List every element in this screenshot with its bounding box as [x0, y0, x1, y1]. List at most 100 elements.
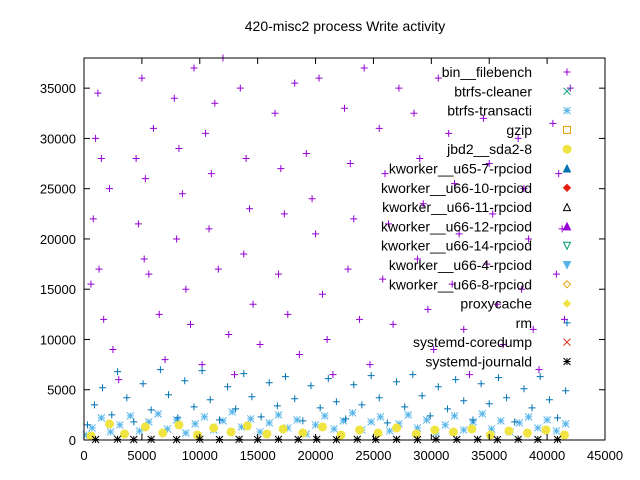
data-point — [430, 346, 438, 354]
data-point — [181, 377, 189, 385]
data-point — [424, 305, 432, 313]
data-point — [477, 380, 485, 388]
data-point — [367, 418, 375, 426]
data-point — [555, 170, 563, 178]
data-point — [246, 415, 255, 423]
legend-marker — [563, 338, 571, 347]
data-point — [140, 255, 148, 263]
x-tick-label: 30000 — [413, 448, 449, 463]
data-point — [373, 428, 383, 438]
data-point — [206, 396, 214, 404]
data-point — [95, 265, 103, 273]
data-point — [190, 403, 198, 411]
data-point — [138, 74, 146, 82]
data-point — [533, 435, 542, 444]
data-point — [298, 428, 308, 438]
data-point — [120, 429, 130, 439]
data-point — [514, 435, 523, 444]
data-point — [139, 380, 147, 388]
data-point — [248, 393, 256, 401]
x-tick-label: 10000 — [182, 448, 218, 463]
data-point — [514, 134, 522, 142]
x-tick-label: 25000 — [355, 448, 391, 463]
data-point — [459, 426, 468, 434]
legend-marker — [562, 221, 572, 231]
data-point — [485, 160, 493, 168]
data-point — [367, 372, 375, 380]
data-point — [426, 412, 434, 420]
data-point — [114, 368, 122, 376]
data-point — [200, 413, 209, 421]
data-point — [198, 367, 206, 375]
data-point — [350, 215, 358, 223]
y-tick-label: 35000 — [40, 81, 76, 96]
data-point — [520, 385, 528, 393]
data-point — [265, 419, 274, 427]
data-point — [104, 419, 114, 429]
data-point — [293, 416, 301, 424]
data-point — [419, 200, 427, 208]
legend-label: bin__filebench — [442, 64, 532, 80]
data-point — [518, 285, 526, 293]
data-point — [134, 220, 142, 228]
data-point — [262, 429, 272, 439]
data-point — [552, 270, 560, 278]
data-point — [256, 341, 264, 348]
data-point — [161, 356, 169, 364]
data-point — [552, 427, 561, 435]
data-point — [323, 335, 331, 343]
data-point — [240, 250, 248, 258]
x-tick-label: 5000 — [127, 448, 156, 463]
data-point — [170, 94, 178, 102]
legend-label: kworker__u66-14-rpciod — [381, 238, 532, 254]
data-point — [311, 421, 320, 429]
data-point — [99, 384, 107, 392]
data-point — [358, 401, 366, 409]
data-point — [257, 413, 265, 421]
data-point — [455, 230, 463, 238]
data-point — [295, 351, 303, 359]
data-point — [395, 84, 403, 92]
data-point — [395, 420, 403, 428]
data-point — [173, 235, 181, 243]
data-point — [401, 403, 409, 411]
data-point — [339, 417, 348, 425]
data-point — [154, 410, 162, 418]
legend-label: kworker__u66-12-rpciod — [381, 218, 532, 234]
data-point — [187, 320, 195, 328]
data-point — [452, 435, 461, 444]
y-tick-label: 15000 — [40, 282, 76, 297]
legend-marker — [562, 241, 572, 251]
data-point — [393, 378, 401, 386]
y-tick-label: 30000 — [40, 131, 76, 146]
data-point — [130, 418, 138, 426]
data-point — [182, 429, 190, 437]
data-point — [503, 394, 511, 402]
data-point — [235, 435, 243, 444]
legend-label: kworker__u66-10-rpciod — [381, 180, 532, 196]
data-point — [291, 395, 299, 403]
legend-label: systemd-coredump — [413, 334, 532, 350]
x-tick-label: 0 — [80, 448, 87, 463]
data-point — [384, 220, 392, 228]
data-point — [520, 185, 528, 193]
data-point — [413, 424, 422, 432]
data-point — [246, 205, 254, 213]
legend-marker — [562, 299, 572, 308]
data-point — [422, 416, 431, 424]
data-point — [90, 401, 98, 409]
legend-label: systemd-journald — [425, 354, 532, 370]
data-point — [483, 260, 491, 268]
data-point — [278, 424, 288, 434]
data-point — [274, 411, 283, 419]
data-point — [522, 428, 532, 438]
data-point — [147, 435, 156, 444]
data-point — [341, 104, 348, 112]
data-point — [535, 366, 543, 374]
data-point — [256, 428, 264, 436]
data-point — [178, 190, 186, 198]
data-point — [350, 381, 358, 389]
data-point — [271, 109, 279, 117]
data-point — [214, 265, 222, 273]
